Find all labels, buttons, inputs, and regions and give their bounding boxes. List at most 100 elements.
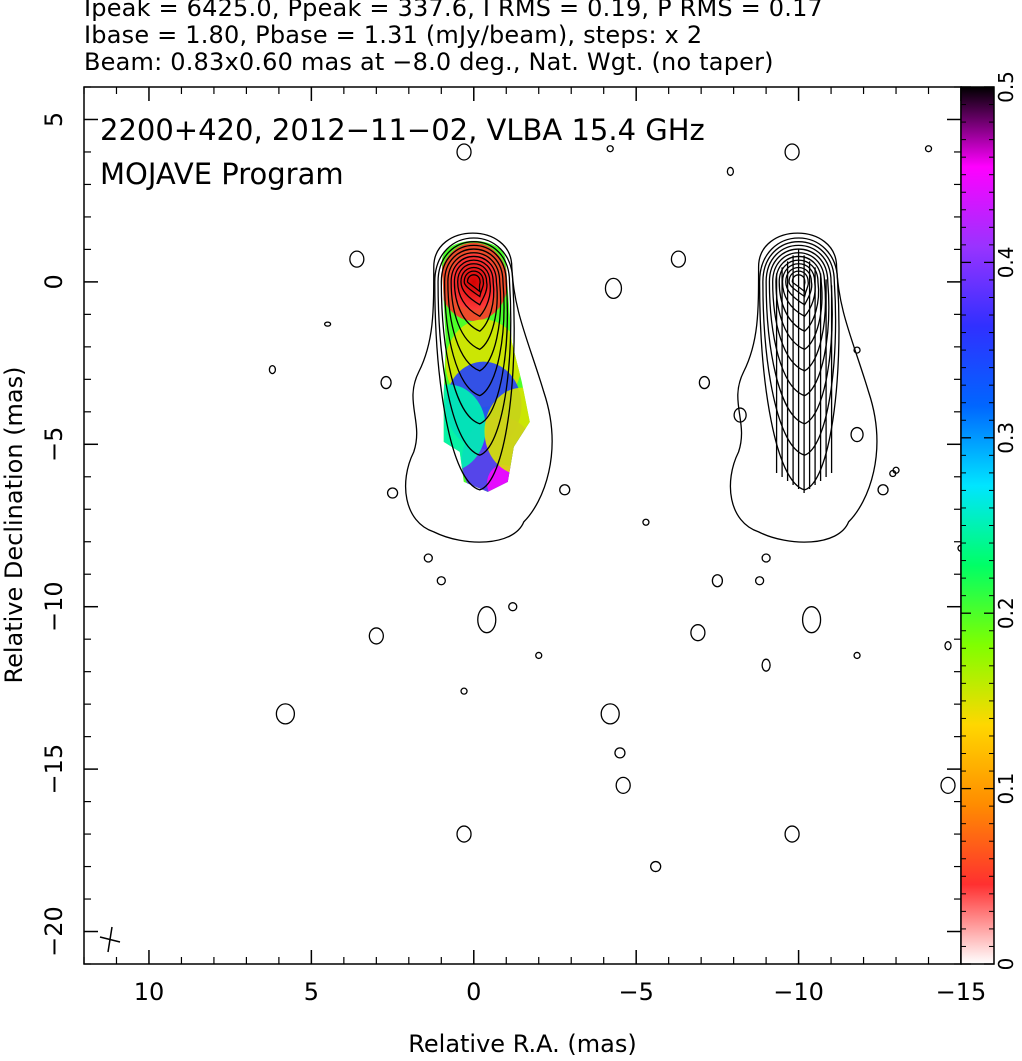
noise-contour — [604, 277, 623, 300]
x-tick-label: −15 — [936, 978, 987, 1006]
program-label: MOJAVE Program — [100, 157, 344, 191]
right-contour-level — [768, 248, 830, 397]
left-contour-level — [453, 259, 495, 332]
evpa-vectors — [775, 249, 833, 494]
left-contour-level — [450, 255, 498, 351]
y-tick-label: 0 — [40, 274, 68, 289]
noise-contour — [670, 250, 687, 268]
noise-contour — [726, 166, 735, 177]
noise-contour — [559, 484, 571, 496]
noise-contour — [650, 860, 662, 873]
header-line-base: Ibase = 1.80, Pbase = 1.31 (mJy/beam), s… — [84, 21, 703, 49]
x-tick-label: 5 — [304, 978, 319, 1006]
right-contour-level — [775, 255, 823, 351]
noise-contour — [761, 553, 771, 563]
colormap-patch — [487, 464, 520, 492]
noise-contour — [940, 776, 956, 795]
left-contour-level — [447, 252, 502, 372]
noise-contour — [733, 407, 747, 423]
noise-contour — [268, 364, 277, 375]
y-axis-label: Relative Declination (mas) — [0, 366, 28, 683]
left-contour-level — [466, 274, 481, 294]
y-tick-label: −5 — [40, 427, 68, 462]
right-contour-level — [772, 252, 826, 372]
right-contour-level — [765, 244, 833, 425]
noise-contour — [615, 776, 631, 795]
y-tick-label: −20 — [40, 906, 68, 957]
noise-contour — [853, 651, 861, 660]
noise-contour — [784, 825, 800, 843]
noise-contour — [508, 602, 518, 612]
x-tick-label: 10 — [134, 978, 165, 1006]
colorbar-tick-label: 0.2 — [994, 597, 1018, 629]
noise-contour — [924, 145, 933, 153]
right-contour-outer — [729, 232, 878, 543]
left-contour-outer — [404, 232, 553, 543]
x-tick-label: 0 — [466, 978, 481, 1006]
noise-contour — [436, 576, 446, 586]
noise-contour — [456, 143, 472, 161]
noise-contour — [853, 346, 861, 354]
left-contour-level — [443, 248, 505, 397]
noise-contour — [368, 627, 384, 645]
left-contour-level — [440, 244, 509, 425]
noise-contour — [850, 426, 864, 443]
noise-contours — [268, 143, 965, 873]
left-contour-level — [463, 270, 485, 298]
colorbar-ticks: 0 0.1 0.2 0.3 0.4 0.5 — [961, 71, 1018, 970]
colorbar-tick-label: 0.1 — [994, 773, 1018, 805]
core-red-patch — [449, 253, 498, 310]
noise-contour — [380, 375, 392, 390]
beam-cross-icon — [99, 926, 121, 953]
noise-contour — [698, 375, 711, 390]
noise-contour — [423, 553, 433, 563]
y-tick-label: −15 — [40, 744, 68, 795]
noise-contour — [600, 703, 620, 725]
right-contour-level — [778, 259, 820, 332]
noise-contour — [754, 576, 765, 586]
header-line-beam: Beam: 0.83x0.60 mas at −8.0 deg., Nat. W… — [84, 48, 774, 76]
y-axis-ticks: 5 0 −5 −10 −15 −20 — [40, 86, 961, 965]
noise-contour — [535, 651, 543, 660]
noise-contour — [460, 687, 468, 695]
left-contour-level — [434, 237, 515, 491]
right-contour-level — [762, 241, 837, 456]
noise-contour — [275, 703, 296, 725]
noise-contour — [889, 469, 897, 478]
left-contour-level — [437, 241, 512, 456]
colorbar — [960, 86, 995, 965]
y-tick-label: −10 — [40, 581, 68, 632]
noise-contour — [386, 487, 399, 499]
intensity-contours — [404, 232, 878, 543]
colorbar-tick-label: 0 — [994, 958, 1018, 971]
left-contour-level — [457, 263, 491, 318]
header-line-peaks: Ipeak = 6425.0, Ppeak = 337.6, I RMS = 0… — [84, 0, 824, 22]
noise-contour — [784, 143, 800, 161]
x-axis-ticks: 10 5 0 −5 −10 −15 — [83, 87, 987, 1006]
noise-contour — [323, 321, 332, 327]
noise-contour — [761, 658, 771, 672]
source-label: 2200+420, 2012−11−02, VLBA 15.4 GHz — [100, 113, 705, 147]
noise-contour — [877, 484, 889, 496]
right-contour-level — [758, 237, 840, 491]
left-contour-level — [460, 266, 488, 306]
right-contour-level — [785, 266, 813, 306]
noise-contour — [349, 250, 365, 268]
noise-contour — [614, 747, 626, 759]
y-tick-label: 5 — [40, 112, 68, 127]
noise-contour — [944, 641, 952, 651]
colorbar-tick-label: 0.5 — [994, 71, 1018, 103]
colorbar-tick-label: 0.3 — [994, 422, 1018, 454]
noise-contour — [456, 825, 472, 843]
noise-contour — [477, 606, 497, 634]
noise-contour — [690, 624, 706, 642]
colorbar-tick-label: 0.4 — [994, 246, 1018, 278]
noise-contour — [606, 145, 614, 153]
x-tick-label: −5 — [618, 978, 653, 1006]
noise-contour — [711, 574, 724, 588]
noise-contour — [801, 606, 822, 634]
x-axis-label: Relative R.A. (mas) — [408, 1030, 637, 1058]
colormap-patch — [484, 387, 530, 476]
noise-contour — [642, 518, 650, 526]
